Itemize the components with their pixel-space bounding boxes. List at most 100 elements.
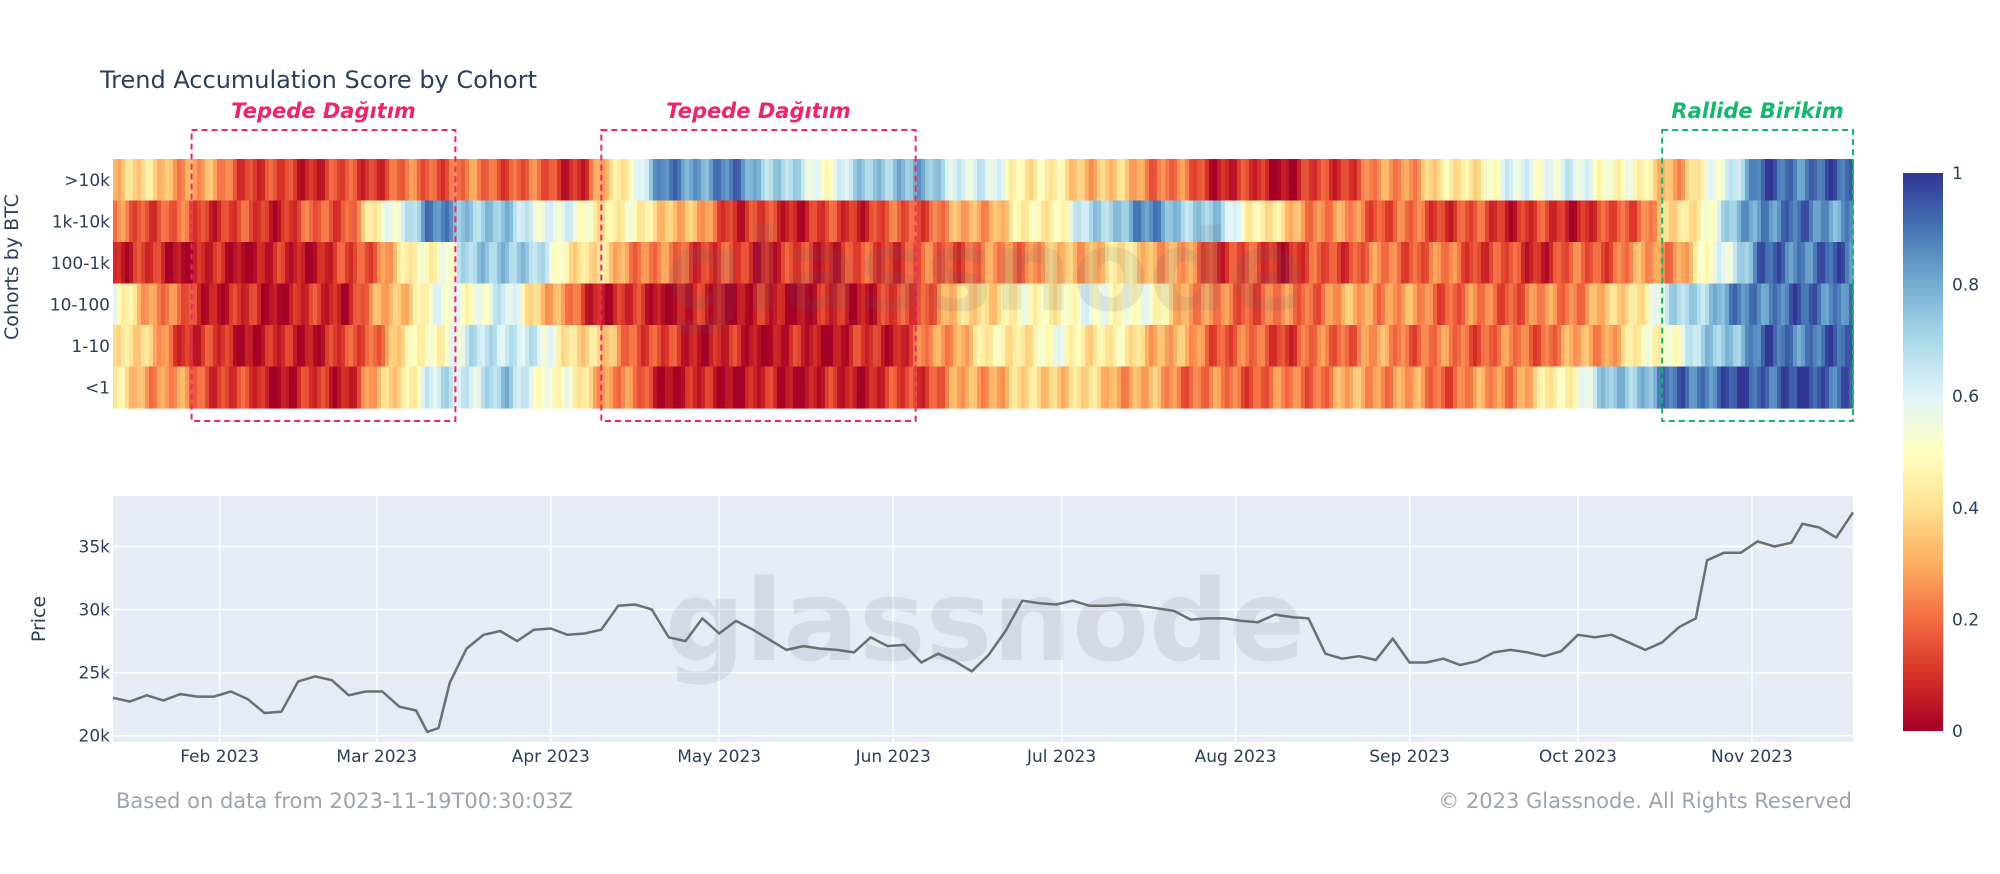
heatmap-cell bbox=[209, 366, 214, 409]
heatmap-cell bbox=[417, 159, 422, 202]
heatmap-cell bbox=[177, 200, 182, 243]
heatmap-cell bbox=[1329, 366, 1334, 409]
heatmap-cell bbox=[281, 366, 286, 409]
heatmap-cell bbox=[241, 366, 246, 409]
heatmap-cell bbox=[1445, 366, 1450, 409]
heatmap-cell bbox=[1729, 200, 1734, 243]
colorbar-tick-label: 0 bbox=[1952, 722, 1963, 742]
heatmap-cell bbox=[1165, 283, 1170, 326]
heatmap-cell bbox=[1509, 242, 1514, 285]
heatmap-cell bbox=[533, 283, 538, 326]
heatmap-cell bbox=[1485, 242, 1490, 285]
heatmap-cell bbox=[753, 159, 758, 202]
heatmap-cell bbox=[1505, 242, 1510, 285]
heatmap-cell bbox=[621, 159, 626, 202]
heatmap-cell bbox=[317, 159, 322, 202]
heatmap-cell bbox=[1057, 283, 1062, 326]
heatmap-cell bbox=[549, 366, 554, 409]
heatmap-cell bbox=[257, 159, 262, 202]
heatmap-cell bbox=[269, 283, 274, 326]
heatmap-cell bbox=[1497, 242, 1502, 285]
heatmap-cell bbox=[1401, 200, 1406, 243]
heatmap-cell bbox=[841, 366, 846, 409]
heatmap-cell bbox=[541, 242, 546, 285]
heatmap-cell bbox=[481, 366, 486, 409]
heatmap-cell bbox=[761, 200, 766, 243]
heatmap-cell bbox=[569, 159, 574, 202]
heatmap-cell bbox=[1069, 283, 1074, 326]
heatmap-cell bbox=[781, 159, 786, 202]
heatmap-cell bbox=[693, 200, 698, 243]
heatmap-cell bbox=[161, 200, 166, 243]
heatmap-cell bbox=[1429, 159, 1434, 202]
heatmap-cell bbox=[997, 242, 1002, 285]
heatmap-cell bbox=[813, 325, 818, 368]
heatmap-cell bbox=[1513, 325, 1518, 368]
heatmap-cell bbox=[873, 242, 878, 285]
heatmap-cell bbox=[1201, 159, 1206, 202]
heatmap-cell bbox=[1609, 366, 1614, 409]
heatmap-cell bbox=[1285, 283, 1290, 326]
heatmap-cell bbox=[613, 159, 618, 202]
heatmap-cell bbox=[1529, 366, 1534, 409]
heatmap-cell bbox=[157, 242, 162, 285]
heatmap-cell bbox=[1069, 242, 1074, 285]
heatmap-cell bbox=[1453, 366, 1458, 409]
heatmap-cell bbox=[1849, 366, 1854, 409]
heatmap-cell bbox=[477, 325, 482, 368]
heatmap-cell bbox=[1277, 159, 1282, 202]
heatmap-cell bbox=[1133, 283, 1138, 326]
heatmap-cell bbox=[1325, 200, 1330, 243]
heatmap-cell bbox=[673, 159, 678, 202]
heatmap-cell bbox=[141, 242, 146, 285]
heatmap-cell bbox=[761, 242, 766, 285]
heatmap-cell bbox=[1177, 325, 1182, 368]
heatmap-cell bbox=[1521, 283, 1526, 326]
heatmap-cell bbox=[297, 325, 302, 368]
heatmap-cell bbox=[1093, 366, 1098, 409]
heatmap-cell bbox=[133, 200, 138, 243]
heatmap-cell bbox=[785, 283, 790, 326]
heatmap-cell bbox=[365, 200, 370, 243]
heatmap-cell bbox=[1417, 200, 1422, 243]
heatmap-cell bbox=[557, 325, 562, 368]
heatmap-cell bbox=[1381, 325, 1386, 368]
heatmap-cell bbox=[181, 366, 186, 409]
heatmap-cell bbox=[1081, 325, 1086, 368]
heatmap-cell bbox=[917, 242, 922, 285]
heatmap-cell bbox=[1529, 283, 1534, 326]
heatmap-cell bbox=[1609, 200, 1614, 243]
heatmap-cell bbox=[445, 283, 450, 326]
heatmap-cell bbox=[1005, 366, 1010, 409]
heatmap-cell bbox=[1757, 325, 1762, 368]
heatmap-cell bbox=[1385, 200, 1390, 243]
heatmap-cell bbox=[1509, 200, 1514, 243]
heatmap-cell bbox=[1121, 366, 1126, 409]
heatmap-cell bbox=[437, 159, 442, 202]
heatmap-cell bbox=[653, 200, 658, 243]
annotation-box bbox=[600, 129, 917, 422]
heatmap-cell bbox=[1469, 200, 1474, 243]
heatmap-cell bbox=[561, 159, 566, 202]
heatmap-cell bbox=[1229, 283, 1234, 326]
heatmap-cell bbox=[1029, 283, 1034, 326]
heatmap-cell bbox=[1397, 242, 1402, 285]
heatmap-cell bbox=[973, 325, 978, 368]
heatmap-cell bbox=[845, 325, 850, 368]
heatmap-cell bbox=[1689, 283, 1694, 326]
heatmap-cell bbox=[981, 242, 986, 285]
heatmap-cell bbox=[833, 242, 838, 285]
heatmap-cell bbox=[1429, 325, 1434, 368]
heatmap-cell bbox=[1621, 283, 1626, 326]
heatmap-cell bbox=[681, 366, 686, 409]
heatmap-cell bbox=[1381, 366, 1386, 409]
heatmap-cell bbox=[1237, 325, 1242, 368]
heatmap-cell bbox=[521, 283, 526, 326]
heatmap-cell bbox=[1089, 242, 1094, 285]
heatmap-cell bbox=[1353, 366, 1358, 409]
heatmap-cell bbox=[1849, 200, 1854, 243]
heatmap-cell bbox=[1405, 325, 1410, 368]
heatmap-cell bbox=[645, 242, 650, 285]
heatmap-cell bbox=[1169, 366, 1174, 409]
